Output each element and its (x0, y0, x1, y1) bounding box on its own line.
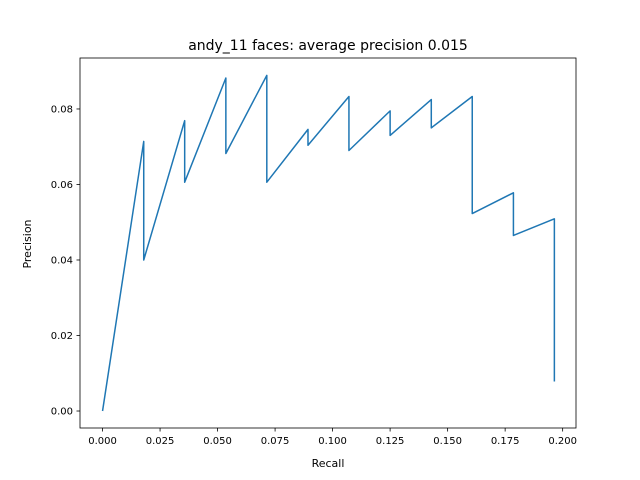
x-tick-label: 0.000 (88, 436, 117, 447)
axes-frame (79, 57, 577, 429)
y-tick-label: 0.00 (51, 407, 73, 418)
y-tick-label: 0.08 (51, 104, 73, 115)
y-tick-label: 0.02 (51, 331, 73, 342)
x-tick-label: 0.075 (261, 436, 290, 447)
y-axis-label: Precision (21, 219, 34, 268)
x-tick-label: 0.150 (433, 436, 462, 447)
x-axis-label: Recall (312, 457, 345, 470)
x-tick-label: 0.200 (548, 436, 577, 447)
x-tick-label: 0.100 (318, 436, 347, 447)
plot-area: 0.000 0.025 0.050 0.075 0.100 0.125 0.150 0.175… (51, 57, 577, 447)
x-tick-label: 0.050 (203, 436, 232, 447)
x-tick-label: 0.175 (491, 436, 520, 447)
x-tick-label: 0.125 (376, 436, 405, 447)
chart-title: andy_11 faces: average precision 0.015 (188, 38, 468, 54)
y-tick-label: 0.06 (51, 180, 73, 191)
x-tick-label: 0.025 (146, 436, 175, 447)
series-line-0 (101, 74, 556, 412)
y-tick-label: 0.04 (51, 255, 73, 266)
